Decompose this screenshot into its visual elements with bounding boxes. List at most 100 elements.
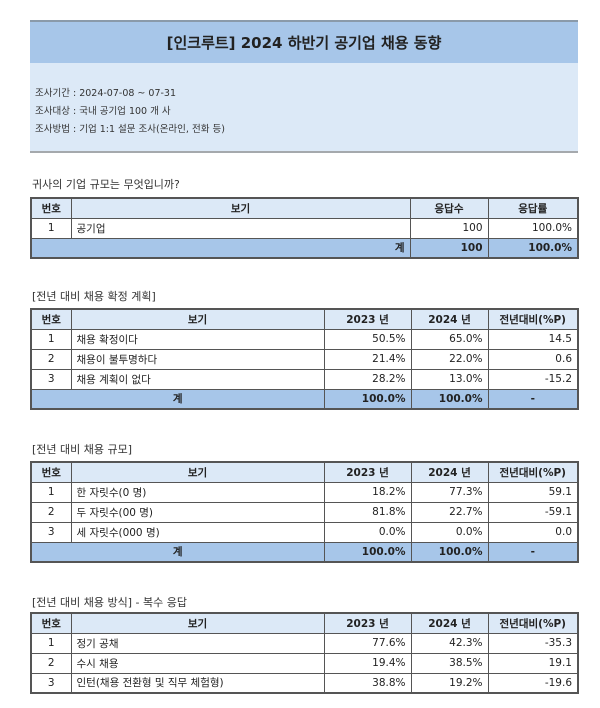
table1-question: 귀사의 기업 규모는 무엇입니까? bbox=[32, 178, 180, 191]
row-diff: 0.0 bbox=[487, 521, 579, 543]
total-label: 계 bbox=[30, 541, 325, 563]
table-row: 2 수시 채용 19.4% 38.5% 19.1 bbox=[30, 652, 579, 674]
row-no: 1 bbox=[30, 632, 72, 654]
row-label: 채용 계획이 없다 bbox=[70, 368, 325, 390]
company-size-table: 번호 보기 응답수 응답률 1 공기업 100 100.0% 계 100 100… bbox=[30, 197, 579, 259]
row-label: 채용이 불투명하다 bbox=[70, 348, 325, 370]
header-no: 번호 bbox=[30, 612, 72, 634]
row-2023: 77.6% bbox=[323, 632, 412, 654]
table-row: 3 채용 계획이 없다 28.2% 13.0% -15.2 bbox=[30, 368, 579, 390]
header-2024: 2024 년 bbox=[410, 612, 489, 634]
row-2024: 13.0% bbox=[410, 368, 489, 390]
table-row: 1 채용 확정이다 50.5% 65.0% 14.5 bbox=[30, 328, 579, 350]
row-diff: -35.3 bbox=[487, 632, 579, 654]
table-row: 3 세 자릿수(000 명) 0.0% 0.0% 0.0 bbox=[30, 521, 579, 543]
row-2024: 22.0% bbox=[410, 348, 489, 370]
row-2023: 50.5% bbox=[323, 328, 412, 350]
row-diff: -59.1 bbox=[487, 501, 579, 523]
header-2023: 2023 년 bbox=[323, 612, 412, 634]
row-no: 2 bbox=[30, 501, 72, 523]
row-diff: -19.6 bbox=[487, 672, 579, 694]
row-2023: 19.4% bbox=[323, 652, 412, 674]
row-diff: 0.6 bbox=[487, 348, 579, 370]
row-2024: 0.0% bbox=[410, 521, 489, 543]
total-2024: 100.0% bbox=[410, 541, 489, 563]
total-count: 100 bbox=[409, 237, 489, 259]
header-count: 응답수 bbox=[409, 197, 489, 219]
header-option: 보기 bbox=[70, 612, 325, 634]
row-label: 한 자릿수(0 명) bbox=[70, 481, 325, 503]
table-header-row: 번호 보기 2023 년 2024 년 전년대비(%P) bbox=[30, 308, 579, 330]
row-diff: 19.1 bbox=[487, 652, 579, 674]
row-2024: 65.0% bbox=[410, 328, 489, 350]
row-no: 3 bbox=[30, 368, 72, 390]
total-label: 계 bbox=[30, 237, 411, 259]
row-2024: 38.5% bbox=[410, 652, 489, 674]
header-2024: 2024 년 bbox=[410, 461, 489, 483]
survey-period: 조사기간 : 2024-07-08 ~ 07-31 bbox=[35, 88, 177, 99]
row-no: 1 bbox=[30, 217, 72, 239]
row-diff: 59.1 bbox=[487, 481, 579, 503]
table2-title: [전년 대비 채용 확정 계획] bbox=[32, 290, 156, 303]
report-title-text: [인크루트] 2024 하반기 공기업 채용 동향 bbox=[166, 34, 442, 52]
total-rate: 100.0% bbox=[487, 237, 579, 259]
row-diff: -15.2 bbox=[487, 368, 579, 390]
survey-target: 조사대상 : 국내 공기업 100 개 사 bbox=[35, 106, 171, 117]
table-row: 2 채용이 불투명하다 21.4% 22.0% 0.6 bbox=[30, 348, 579, 370]
hiring-plan-table: 번호 보기 2023 년 2024 년 전년대비(%P) 1 채용 확정이다 5… bbox=[30, 308, 579, 410]
row-2024: 22.7% bbox=[410, 501, 489, 523]
header-2024: 2024 년 bbox=[410, 308, 489, 330]
header-option: 보기 bbox=[70, 461, 325, 483]
row-2023: 21.4% bbox=[323, 348, 412, 370]
table-header-row: 번호 보기 2023 년 2024 년 전년대비(%P) bbox=[30, 612, 579, 634]
header-diff: 전년대비(%P) bbox=[487, 612, 579, 634]
total-2023: 100.0% bbox=[323, 541, 412, 563]
row-label: 세 자릿수(000 명) bbox=[70, 521, 325, 543]
header-no: 번호 bbox=[30, 461, 72, 483]
row-label: 인턴(채용 전환형 및 직무 체험형) bbox=[70, 672, 325, 694]
total-2024: 100.0% bbox=[410, 388, 489, 410]
row-2023: 38.8% bbox=[323, 672, 412, 694]
header-no: 번호 bbox=[30, 308, 72, 330]
table3-title: [전년 대비 채용 규모] bbox=[32, 443, 133, 456]
row-label: 채용 확정이다 bbox=[70, 328, 325, 350]
row-label: 수시 채용 bbox=[70, 652, 325, 674]
row-count: 100 bbox=[409, 217, 489, 239]
total-diff: - bbox=[487, 388, 579, 410]
row-label: 정기 공채 bbox=[70, 632, 325, 654]
row-2023: 18.2% bbox=[323, 481, 412, 503]
header-no: 번호 bbox=[30, 197, 72, 219]
row-2024: 42.3% bbox=[410, 632, 489, 654]
total-row: 계 100.0% 100.0% - bbox=[30, 388, 579, 410]
total-label: 계 bbox=[30, 388, 325, 410]
total-row: 계 100.0% 100.0% - bbox=[30, 541, 579, 563]
survey-method: 조사방법 : 기업 1:1 설문 조사(온라인, 전화 등) bbox=[35, 124, 225, 135]
total-2023: 100.0% bbox=[323, 388, 412, 410]
row-rate: 100.0% bbox=[487, 217, 579, 239]
row-no: 3 bbox=[30, 521, 72, 543]
row-2023: 81.8% bbox=[323, 501, 412, 523]
report-title: [인크루트] 2024 하반기 공기업 채용 동향 bbox=[30, 20, 578, 65]
row-2023: 0.0% bbox=[323, 521, 412, 543]
header-2023: 2023 년 bbox=[323, 308, 412, 330]
table-row: 1 공기업 100 100.0% bbox=[30, 217, 579, 239]
table-row: 1 한 자릿수(0 명) 18.2% 77.3% 59.1 bbox=[30, 481, 579, 503]
header-2023: 2023 년 bbox=[323, 461, 412, 483]
table-row: 1 정기 공채 77.6% 42.3% -35.3 bbox=[30, 632, 579, 654]
header-option: 보기 bbox=[70, 308, 325, 330]
table-header-row: 번호 보기 응답수 응답률 bbox=[30, 197, 579, 219]
row-2024: 19.2% bbox=[410, 672, 489, 694]
row-no: 3 bbox=[30, 672, 72, 694]
row-no: 2 bbox=[30, 348, 72, 370]
total-diff: - bbox=[487, 541, 579, 563]
table4-title: [전년 대비 채용 방식] - 복수 응답 bbox=[32, 596, 187, 609]
table-row: 2 두 자릿수(00 명) 81.8% 22.7% -59.1 bbox=[30, 501, 579, 523]
row-2024: 77.3% bbox=[410, 481, 489, 503]
row-label: 두 자릿수(00 명) bbox=[70, 501, 325, 523]
header-rate: 응답률 bbox=[487, 197, 579, 219]
row-no: 2 bbox=[30, 652, 72, 674]
table-header-row: 번호 보기 2023 년 2024 년 전년대비(%P) bbox=[30, 461, 579, 483]
row-diff: 14.5 bbox=[487, 328, 579, 350]
row-2023: 28.2% bbox=[323, 368, 412, 390]
header-option: 보기 bbox=[70, 197, 411, 219]
